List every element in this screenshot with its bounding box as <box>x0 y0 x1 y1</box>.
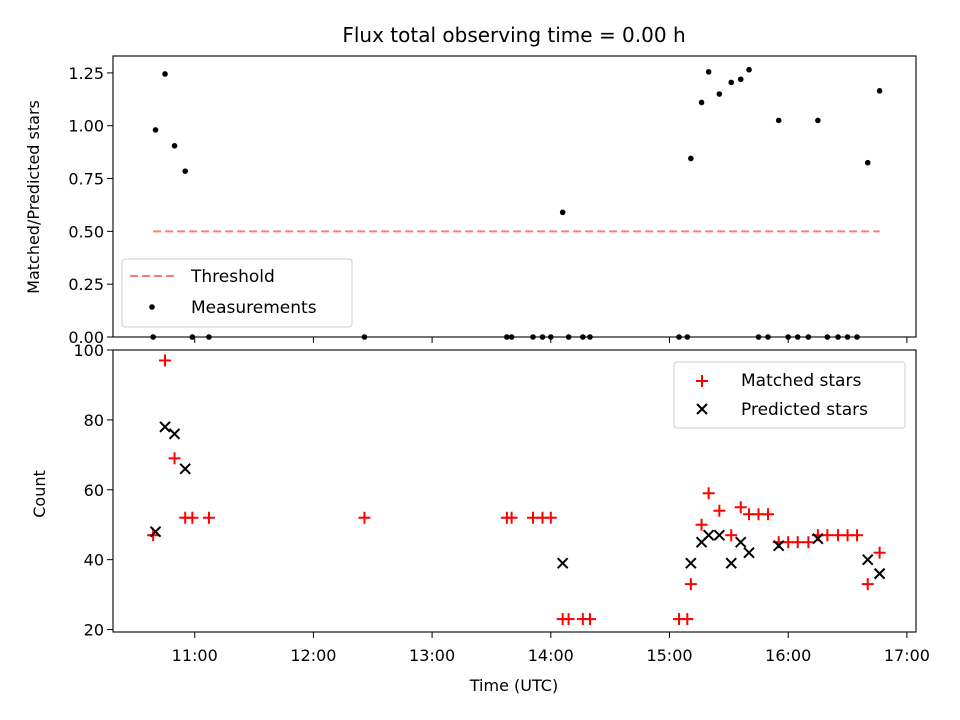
chart-title: Flux total observing time = 0.00 h <box>342 23 685 47</box>
measurement-point <box>815 117 821 124</box>
matched-star-point <box>702 487 715 500</box>
matched-star-point <box>186 511 199 524</box>
bottom-y-tick-label: 100 <box>73 341 104 360</box>
predicted-star-point <box>725 557 737 569</box>
top-y-tick-label: 0.50 <box>68 222 104 241</box>
matched-star-point <box>695 518 708 531</box>
bottom-x-tick-label: 13:00 <box>409 646 455 665</box>
matched-star-point <box>681 613 694 626</box>
bottom-x-tick-label: 17:00 <box>884 646 930 665</box>
bottom-x-tick-label: 14:00 <box>528 646 574 665</box>
measurement-point <box>775 117 782 124</box>
top-y-axis-label: Matched/Predicted stars <box>24 100 43 294</box>
measurement-point <box>171 142 178 149</box>
measurement-point <box>559 209 566 216</box>
measurement-point <box>876 88 883 94</box>
measurement-point <box>688 155 694 162</box>
measurement-point <box>705 69 712 75</box>
matched-star-point <box>713 504 726 517</box>
measurements-legend-label: Measurements <box>191 298 317 318</box>
top-y-tick-label: 0.00 <box>68 328 104 347</box>
matched-star-point <box>562 613 575 626</box>
bottom-panel: Count Time (UTC) 20 40 60 80 100 11:00 12:00 13… <box>30 341 930 695</box>
bottom-x-tick-label: 12:00 <box>290 646 336 665</box>
measurement-point <box>152 127 159 133</box>
predicted-legend-swatch <box>696 403 708 415</box>
bottom-x-tick-label: 11:00 <box>172 646 218 665</box>
bottom-x-tick-label: 16:00 <box>765 646 811 665</box>
top-y-tick-label: 0.75 <box>68 170 104 189</box>
bottom-axes-frame <box>112 349 917 633</box>
bottom-y-tick-label: 60 <box>84 481 104 500</box>
top-legend: Threshold Measurements <box>121 258 353 328</box>
predicted-star-point <box>873 567 886 580</box>
x-axis-label: Time (UTC) <box>469 676 558 695</box>
matched-star-point <box>583 613 596 626</box>
top-y-tick-label: 1.00 <box>68 117 104 136</box>
matched-star-point <box>734 501 747 514</box>
predicted-star-point <box>168 428 181 440</box>
predicted-star-point <box>862 553 874 566</box>
matched-star-point <box>684 578 697 591</box>
matched-star-point <box>802 536 815 549</box>
measurement-point <box>716 91 723 97</box>
predicted-star-point <box>179 463 191 475</box>
top-y-tick-label: 0.25 <box>68 275 104 294</box>
bottom-y-tick-label: 20 <box>84 621 104 640</box>
top-legend-box <box>121 258 353 328</box>
matched-star-point <box>873 546 886 559</box>
matched-star-point <box>791 536 804 549</box>
matched-star-point <box>168 452 181 465</box>
top-panel: Flux total observing time = 0.00 h Match… <box>24 23 917 347</box>
matched-legend-swatch <box>696 375 708 387</box>
bottom-x-tick-label: 15:00 <box>646 646 692 665</box>
measurements-legend-swatch <box>149 304 155 310</box>
matched-star-point <box>725 529 738 542</box>
predicted-star-point <box>702 529 715 541</box>
predicted-star-point <box>685 557 697 569</box>
predicted-star-point <box>743 546 755 559</box>
bottom-y-axis-label: Count <box>30 470 49 518</box>
measurement-point <box>746 66 752 73</box>
matched-star-point <box>544 511 557 524</box>
measurement-point <box>737 76 744 83</box>
measurement-point <box>698 99 705 106</box>
top-plot-area: 0.00 0.25 0.50 0.75 1.00 1.25 <box>68 64 908 347</box>
matched-star-point <box>851 529 864 542</box>
matched-star-point <box>762 508 775 521</box>
bottom-plot-area: 20 40 60 80 100 11:00 12:00 13:00 14:00 15:00 16:0… <box>73 341 929 665</box>
matched-star-point <box>202 511 215 524</box>
matched-star-point <box>821 529 834 542</box>
measurement-point <box>162 71 168 77</box>
bottom-y-tick-label: 40 <box>84 551 104 570</box>
bottom-legend-box <box>673 361 906 429</box>
bottom-y-tick-label: 80 <box>84 411 104 430</box>
matched-star-point <box>159 354 172 367</box>
measurement-point <box>182 168 189 174</box>
top-y-tick-label: 1.25 <box>68 64 104 83</box>
predicted-star-point <box>735 536 747 548</box>
threshold-legend-label: Threshold <box>190 267 275 287</box>
matched-star-point <box>358 511 371 524</box>
predicted-star-point <box>556 557 569 569</box>
predicted-star-point <box>812 532 824 545</box>
bottom-legend: Matched stars Predicted stars <box>673 361 906 429</box>
matched-star-point <box>505 511 518 524</box>
predicted-star-point <box>713 529 726 541</box>
measurement-point <box>728 79 735 86</box>
predicted-legend-label: Predicted stars <box>741 400 868 420</box>
measurement-point <box>864 159 871 166</box>
matched-legend-label: Matched stars <box>741 371 861 391</box>
predicted-star-point <box>159 421 171 433</box>
top-axes-frame <box>112 55 917 338</box>
predicted-star-point <box>772 539 785 552</box>
predicted-star-point <box>149 526 162 538</box>
matched-star-point <box>861 578 874 591</box>
